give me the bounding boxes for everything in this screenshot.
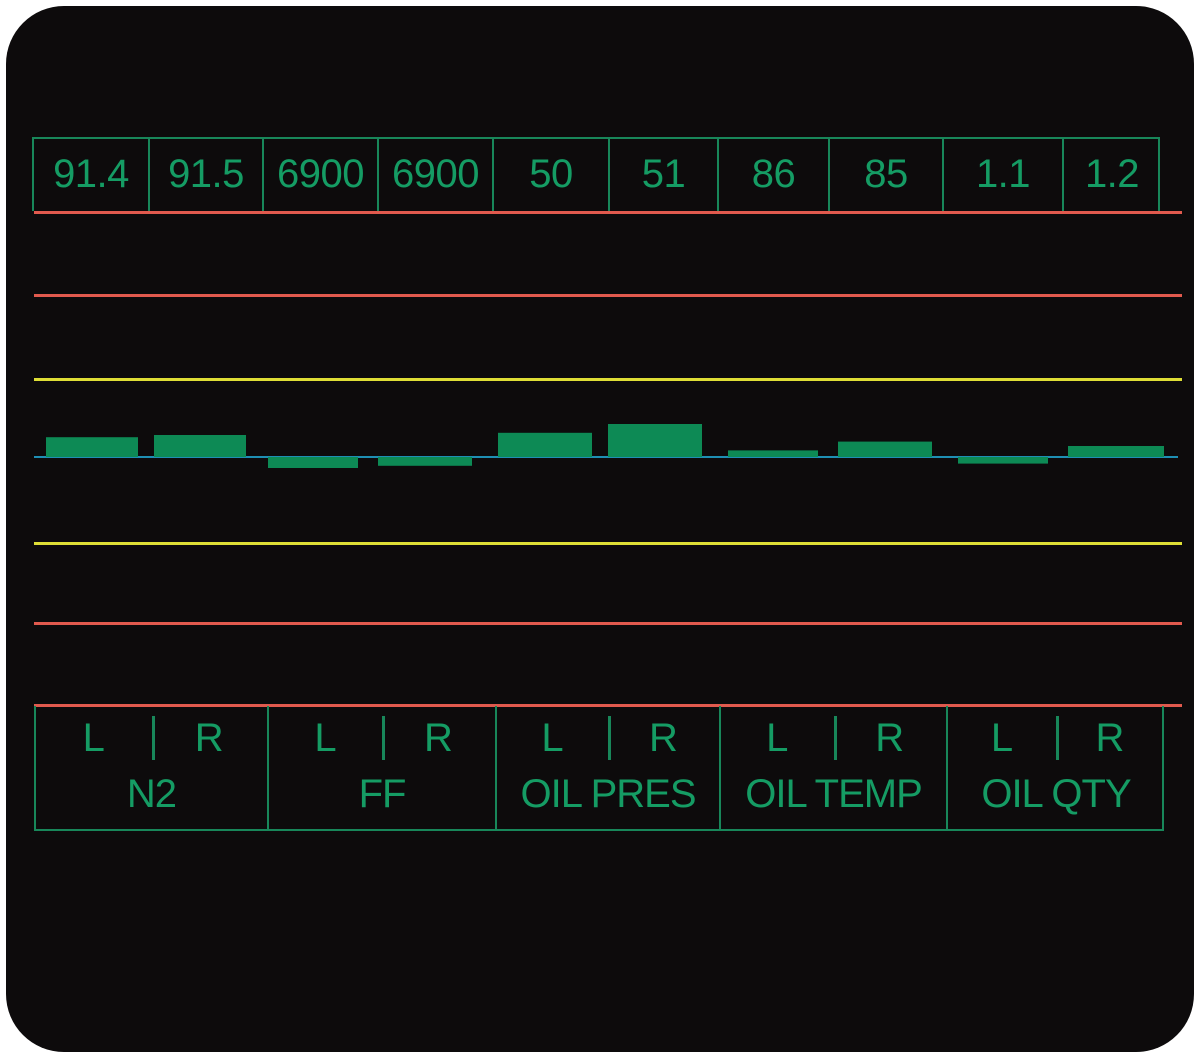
- n2-left-label: L: [82, 716, 105, 760]
- upper-red-limit-line: [34, 294, 1182, 297]
- lower-yellow-caution-line: [34, 542, 1182, 545]
- oil-qty-divider: [1056, 716, 1059, 760]
- deviation-bar-n2-left: [46, 437, 138, 457]
- deviation-bar-ff-right: [378, 457, 472, 466]
- oil-pres-divider: [608, 716, 611, 760]
- deviation-bar-oil-qty-left: [958, 457, 1048, 464]
- ff-right-label: R: [424, 716, 453, 760]
- ff-divider: [382, 716, 385, 760]
- readout-oil-qty-right: 1.2: [1062, 137, 1160, 211]
- readout-n2-right: 91.5: [148, 137, 262, 211]
- readout-ff-right: 6900: [377, 137, 492, 211]
- group-oil-qty: L R OIL QTY: [946, 706, 1164, 831]
- group-oil-pres: L R OIL PRES: [495, 706, 719, 831]
- readout-oil-temp-right: 85: [828, 137, 942, 211]
- readout-n2-left: 91.4: [32, 137, 148, 211]
- upper-red-limit-top: [34, 211, 1182, 214]
- oil-temp-label: OIL TEMP: [745, 772, 923, 816]
- deviation-bar-n2-right: [154, 435, 246, 457]
- oil-pres-right-label: R: [649, 716, 678, 760]
- oil-temp-divider: [833, 716, 837, 760]
- oil-temp-right-label: R: [875, 716, 905, 760]
- upper-yellow-caution-line: [34, 378, 1182, 381]
- label-panel-top-rule: [34, 704, 1182, 707]
- readout-oil-temp-left: 86: [717, 137, 828, 211]
- deviation-bar-oil-temp-left: [728, 450, 818, 457]
- ff-left-label: L: [314, 716, 337, 760]
- group-oil-temp: L R OIL TEMP: [719, 706, 946, 831]
- readout-oil-pres-right: 51: [608, 137, 717, 211]
- group-n2: L R N2: [34, 706, 267, 831]
- oil-temp-left-label: L: [766, 716, 789, 760]
- digital-readout-row: 91.4 91.5 6900 6900 50 51 86 85 1.1 1.2: [32, 137, 1160, 211]
- readout-ff-left: 6900: [262, 137, 377, 211]
- ff-label: FF: [358, 772, 407, 816]
- n2-divider: [151, 716, 155, 760]
- readout-oil-pres-left: 50: [492, 137, 608, 211]
- n2-right-label: R: [194, 716, 224, 760]
- oil-qty-label: OIL QTY: [981, 772, 1131, 816]
- oil-qty-right-label: R: [1095, 716, 1125, 760]
- oil-pres-left-label: L: [541, 716, 564, 760]
- n2-label: N2: [126, 772, 177, 816]
- engine-display-screen: 91.4 91.5 6900 6900 50 51 86 85 1.1 1.2 …: [6, 6, 1194, 1052]
- lower-red-limit-line: [34, 622, 1182, 625]
- deviation-bar-oil-temp-right: [838, 441, 932, 457]
- deviation-bar-oil-qty-right: [1068, 446, 1164, 457]
- oil-qty-left-label: L: [990, 716, 1014, 760]
- oil-pres-label: OIL PRES: [520, 772, 696, 816]
- parameter-label-panel: L R N2 L R FF L R OIL PRES L R OIL TEMP …: [34, 706, 1164, 831]
- deviation-bar-oil-pres-left: [498, 432, 592, 457]
- readout-oil-qty-left: 1.1: [942, 137, 1062, 211]
- group-ff: L R FF: [267, 706, 495, 831]
- deviation-bar-ff-left: [268, 457, 358, 468]
- deviation-bar-oil-pres-right: [608, 424, 702, 457]
